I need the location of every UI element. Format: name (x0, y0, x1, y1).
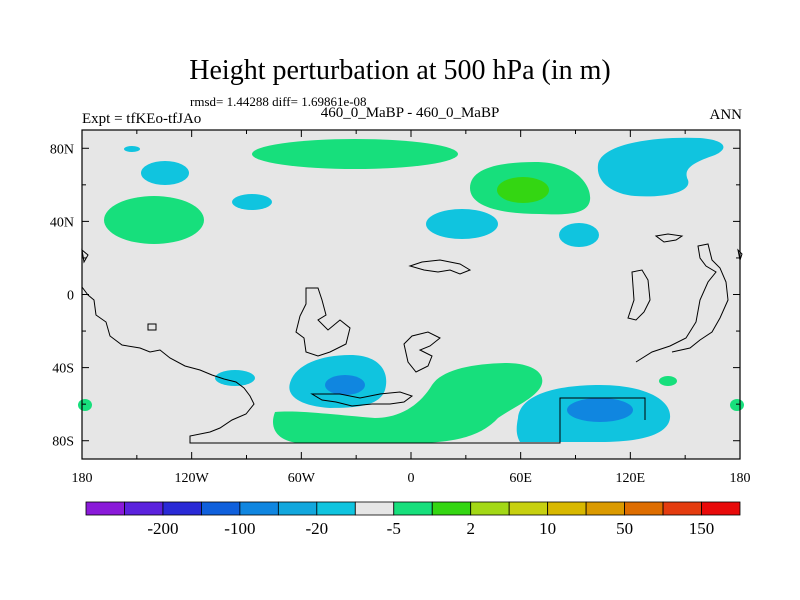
lon-tick-label: 120E (616, 471, 646, 486)
coastline-india (627, 269, 651, 321)
colorbar-swatch (547, 501, 587, 516)
coastline-eurasia (408, 259, 472, 275)
anomaly-negative (215, 370, 255, 386)
colorbar-swatch (701, 501, 741, 516)
anomaly-negative (426, 209, 498, 239)
anomaly-positive (78, 399, 92, 411)
colorbar-swatch (431, 501, 472, 516)
lon-tick-label: 180 (72, 471, 93, 486)
colorbar-swatch (124, 501, 164, 516)
lon-tick-label: 120W (175, 471, 210, 486)
stats-text: rmsd= 1.44288 diff= 1.69861e-08 (190, 94, 367, 109)
plot-title: Height perturbation at 500 hPa (in m) (189, 55, 611, 86)
colorbar-label: -5 (387, 519, 401, 538)
anomaly-negative (124, 146, 140, 152)
colorbar-label: -20 (305, 519, 328, 538)
colorbar-label: 150 (689, 519, 715, 538)
coastline-small-island (147, 323, 157, 331)
colorbar-label: 10 (539, 519, 556, 538)
colorbar-swatch (662, 501, 702, 516)
colorbar-swatch (585, 501, 625, 516)
lat-tick-label: 0 (67, 289, 74, 304)
colorbar-swatch (354, 501, 395, 516)
colorbar-swatch (239, 501, 279, 516)
anomaly-positive (659, 376, 677, 386)
lat-axis: 80N 40N 0 40S 80S (50, 142, 740, 450)
colorbar-swatch (508, 501, 549, 516)
anomaly-negative (232, 194, 272, 210)
anomaly-negative-strong (325, 375, 365, 395)
colorbar-swatch (201, 501, 241, 516)
anomaly-negative (597, 137, 724, 197)
anomaly-negative (141, 161, 189, 185)
anomaly-positive-strong (497, 177, 549, 203)
lon-tick-label: 180 (730, 471, 751, 486)
colorbar-swatch (393, 501, 433, 516)
case-label: 460_0_MaBP - 460_0_MaBP (320, 105, 500, 121)
anomaly-negative (559, 223, 599, 247)
lon-tick-label: 60E (509, 471, 532, 486)
anomaly-positive (252, 139, 458, 169)
colorbar-label: 50 (616, 519, 633, 538)
colorbar: -200 -100 -20 -5 2 10 50 150 (85, 501, 741, 538)
lat-tick-label: 80N (50, 142, 74, 157)
lon-tick-label: 0 (408, 471, 415, 486)
anomaly-negative-strong (567, 398, 633, 422)
colorbar-swatch (470, 501, 510, 516)
colorbar-label: -200 (147, 519, 178, 538)
season-label: ANN (709, 107, 743, 123)
lat-tick-label: 40S (52, 362, 74, 377)
colorbar-swatch (316, 501, 356, 516)
lon-tick-label: 60W (288, 471, 316, 486)
lat-tick-label: 40N (50, 215, 74, 230)
lat-tick-label: 80S (52, 435, 74, 450)
colorbar-swatch (162, 501, 202, 516)
colorbar-label: -100 (224, 519, 255, 538)
coastline-west (81, 248, 89, 264)
anomaly-positive (730, 399, 744, 411)
experiment-label: Expt = tfKEo-tfJAo (82, 111, 202, 127)
anomaly-positive (272, 363, 543, 443)
colorbar-label: 2 (466, 519, 475, 538)
lon-axis: 180 120W 60W 0 60E 120E 180 (72, 130, 751, 486)
coastline-africa (295, 287, 351, 357)
colorbar-swatch (624, 501, 664, 516)
coastline-australia (635, 243, 729, 363)
coastline-indonesia (654, 233, 684, 243)
colorbar-swatch (277, 501, 318, 516)
coastline-south-america (81, 286, 646, 444)
anomaly-positive (104, 196, 204, 244)
coastline-madagascar (403, 331, 441, 373)
coastline (81, 233, 743, 444)
coastline-antarctic-peninsula (310, 391, 414, 407)
colorbar-swatch (85, 501, 125, 516)
